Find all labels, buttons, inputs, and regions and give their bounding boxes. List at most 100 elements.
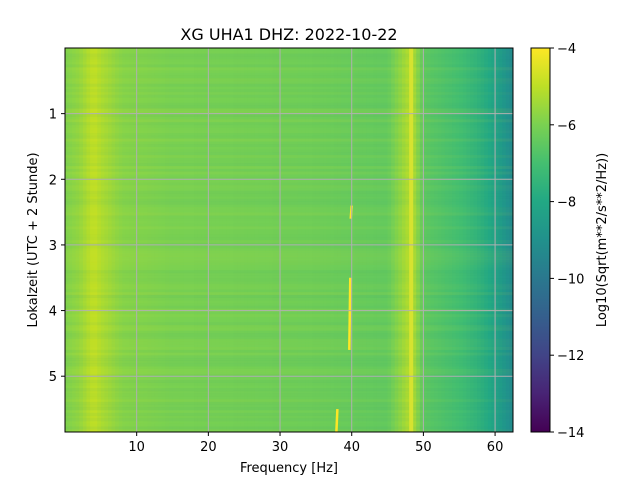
plot-frame [64, 47, 514, 433]
spectrum-band [376, 48, 381, 432]
time-row-texture [65, 262, 513, 265]
time-row-texture [65, 284, 513, 287]
spectrum-band [301, 48, 306, 432]
time-row-texture [65, 388, 513, 392]
time-row-texture [65, 125, 513, 128]
time-row-texture [65, 357, 513, 361]
spectrum-band [369, 48, 374, 432]
time-row-texture [65, 122, 513, 126]
spectrum-band [480, 48, 485, 432]
spectrum-band [323, 48, 328, 432]
colorbar-tick-label: −14 [557, 426, 584, 441]
time-row-texture [65, 267, 513, 270]
spectrum-band [194, 48, 199, 432]
time-row-texture [65, 366, 513, 369]
time-row-texture [65, 240, 513, 243]
time-row-texture [65, 215, 513, 218]
time-row-texture [65, 292, 513, 296]
time-row-texture [65, 51, 513, 54]
spectrum-band [72, 48, 77, 432]
spectrum-band [233, 48, 238, 432]
time-row-texture [65, 128, 513, 131]
time-row-texture [65, 253, 513, 257]
time-row-texture [65, 336, 513, 340]
spectrum-band [168, 48, 174, 432]
time-row-texture [65, 163, 513, 167]
time-row-texture [65, 218, 513, 221]
time-row-texture [65, 412, 513, 416]
spectrum-band [122, 48, 127, 432]
time-row-texture [65, 377, 513, 380]
spectrum-band [452, 48, 457, 432]
spectrum-band [355, 48, 360, 432]
spectrum-band [179, 48, 184, 432]
time-row-texture [65, 119, 513, 123]
time-row-texture [65, 152, 513, 156]
time-row-texture [65, 352, 513, 356]
time-row-texture [65, 424, 513, 427]
time-row-texture [65, 305, 513, 309]
x-axis-label: Frequency [Hz] [240, 461, 338, 476]
spectrum-band [387, 48, 392, 432]
x-axis: 10 20 30 40 50 60 [128, 432, 503, 455]
time-row-texture [65, 113, 513, 117]
spectrum-band [423, 48, 428, 432]
spectrum-band [340, 48, 346, 432]
spectrum-band [330, 48, 335, 432]
time-row-texture [65, 193, 513, 196]
transient-streak [335, 408, 339, 432]
time-row-texture [65, 407, 513, 411]
y-tick-label: 5 [49, 370, 57, 385]
colorbar-tick-label: −6 [557, 119, 576, 134]
spectrum-band [337, 48, 342, 432]
spectrum-band [115, 48, 120, 432]
plot-area [65, 48, 513, 432]
spectrum-band [208, 48, 213, 432]
time-row-texture [65, 226, 513, 230]
spectrum-band [312, 48, 317, 432]
time-row-texture [65, 399, 513, 403]
time-row-texture [65, 158, 513, 161]
grid-lines [65, 48, 513, 432]
spectrum-band [319, 48, 324, 432]
spectrum-band [93, 48, 98, 432]
colorbar-tick-label: −4 [557, 42, 576, 57]
time-row-texture [65, 355, 513, 359]
spectrum-band [251, 48, 256, 432]
time-row-texture [65, 204, 513, 207]
time-row-texture [65, 207, 513, 210]
time-row-texture [65, 196, 513, 199]
time-row-texture [65, 259, 513, 263]
spectrum-band [222, 48, 227, 432]
time-row-texture [65, 64, 513, 68]
time-row-texture [65, 311, 513, 314]
spectrum-band [430, 48, 435, 432]
time-row-texture [65, 270, 513, 274]
spectrum-band [419, 48, 424, 432]
spectrum-band [229, 48, 235, 432]
time-row-texture [65, 379, 513, 383]
spectrum-band [272, 48, 278, 432]
time-row-texture [65, 105, 513, 109]
colorbar-tick-label: −12 [557, 349, 584, 364]
time-row-texture [65, 117, 513, 120]
spectrum-band [348, 48, 353, 432]
time-row-texture [65, 53, 513, 57]
time-row-texture [65, 188, 513, 191]
time-row-texture [65, 396, 513, 399]
spectrum-band [111, 48, 116, 432]
spectrum-band [358, 48, 364, 432]
time-row-texture [65, 111, 513, 115]
colorbar-ticks: −4 −6 −8 −10 −12 −14 [550, 42, 584, 441]
spectrum-band [65, 48, 70, 432]
spectrum-band [391, 48, 396, 432]
spectrum-band [143, 48, 149, 432]
x-tick-label: 60 [487, 440, 504, 455]
spectrum-band [211, 48, 217, 432]
time-row-texture [65, 331, 513, 334]
time-row-texture [65, 149, 513, 152]
x-tick-label: 40 [343, 440, 360, 455]
time-row-texture [65, 410, 513, 413]
spectrum-band [283, 48, 288, 432]
time-row-texture [65, 322, 513, 326]
